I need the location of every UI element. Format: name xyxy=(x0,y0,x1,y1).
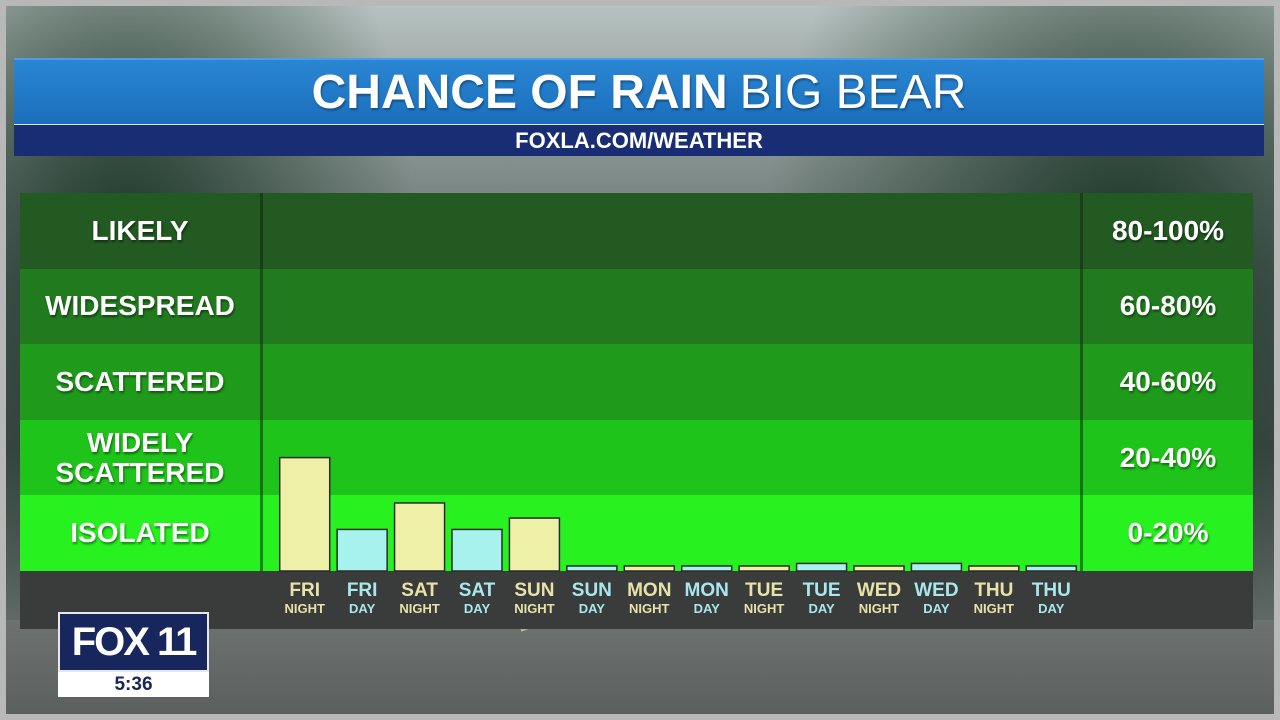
band-isolated xyxy=(20,495,1253,571)
fox11-logo: FOX 11 5:36 xyxy=(58,612,209,697)
x-tick-label: FRI xyxy=(289,580,320,601)
x-tick-sublabel: NIGHT xyxy=(974,601,1015,616)
url-bar: FOXLA.COM/WEATHER xyxy=(14,125,1264,156)
x-tick-label: FRI xyxy=(347,580,378,601)
x-tick-sublabel: NIGHT xyxy=(744,601,785,616)
x-tick-label: THU xyxy=(1032,580,1071,601)
left-divider xyxy=(260,193,263,629)
band-label: WIDESPREAD xyxy=(45,290,235,322)
band-range: 80-100% xyxy=(1111,214,1225,246)
bar-sun-day xyxy=(566,565,618,572)
band-label: ISOLATED xyxy=(70,517,210,549)
bar-tue-night xyxy=(738,565,790,572)
x-tick-label: SUN xyxy=(572,580,612,601)
band-label: LIKELY xyxy=(91,214,189,246)
bar-thu-day xyxy=(1025,565,1078,572)
band-range: 60-80% xyxy=(1119,290,1217,322)
x-axis-row xyxy=(20,571,1253,629)
x-tick-label: WED xyxy=(857,580,901,601)
x-tick-sublabel: DAY xyxy=(464,601,491,616)
x-tick-label: TUE xyxy=(803,580,841,601)
x-tick-label: SAT xyxy=(459,580,496,601)
band-likely xyxy=(20,193,1253,269)
band-widely-scattered xyxy=(20,419,1253,496)
bar-fri-night xyxy=(278,456,331,572)
x-tick-sublabel: NIGHT xyxy=(514,601,555,616)
bar-thu-night xyxy=(968,565,1020,572)
chart-title: CHANCE OF RAIN xyxy=(311,65,728,119)
chart-location: BIG BEAR xyxy=(739,65,967,119)
x-tick-label: MON xyxy=(627,580,671,601)
x-tick-label: THU xyxy=(974,580,1013,601)
bar-mon-night xyxy=(623,565,676,572)
bar-wed-day xyxy=(910,562,963,572)
x-tick-sublabel: DAY xyxy=(1038,601,1065,616)
x-tick-sublabel: DAY xyxy=(808,601,835,616)
website-url: FOXLA.COM/WEATHER xyxy=(515,127,763,153)
band-label: WIDELY SCATTERED xyxy=(55,426,225,488)
x-tick-sublabel: DAY xyxy=(579,601,606,616)
bar-mon-day xyxy=(680,565,733,572)
band-range: 20-40% xyxy=(1119,441,1217,473)
logo-brand: FOX 11 xyxy=(71,619,198,664)
band-label: SCATTERED xyxy=(55,365,225,397)
logo-badge: FOX 11 xyxy=(58,612,209,672)
road xyxy=(0,620,1280,720)
x-tick-sublabel: DAY xyxy=(694,601,721,616)
clock-time: 5:36 xyxy=(58,672,209,697)
rain-chance-chart: LIKELY 80-100% WIDESPREAD 60-80% SCATTERED 40… xyxy=(20,193,1253,629)
bar-sun-night xyxy=(508,517,561,572)
band-range: 40-60% xyxy=(1119,365,1217,397)
right-divider xyxy=(1080,193,1083,629)
x-tick-label: WED xyxy=(914,580,958,601)
x-tick-label: MON xyxy=(685,580,729,601)
title-bar: CHANCE OF RAIN BIG BEAR xyxy=(14,58,1264,127)
band-widespread xyxy=(20,268,1253,345)
bar-wed-night xyxy=(853,565,905,572)
x-tick-label: TUE xyxy=(745,580,783,601)
bar-sat-night xyxy=(393,502,446,572)
x-tick-sublabel: DAY xyxy=(923,601,950,616)
x-tick-label: SUN xyxy=(514,580,554,601)
chart-plot: FRINIGHTFRIDAYSATNIGHTSATDAYSUNNIGHTSUND… xyxy=(278,456,1078,616)
band-scattered xyxy=(20,344,1253,420)
x-tick-sublabel: DAY xyxy=(349,601,376,616)
bar-fri-day xyxy=(336,528,388,572)
bar-sat-day xyxy=(451,528,503,572)
x-tick-label: SAT xyxy=(401,580,438,601)
x-tick-sublabel: NIGHT xyxy=(859,601,900,616)
x-tick-sublabel: NIGHT xyxy=(629,601,670,616)
band-range: 0-20% xyxy=(1127,517,1209,549)
bar-tue-day xyxy=(795,562,848,572)
x-tick-sublabel: NIGHT xyxy=(284,601,325,616)
x-tick-sublabel: NIGHT xyxy=(399,601,440,616)
